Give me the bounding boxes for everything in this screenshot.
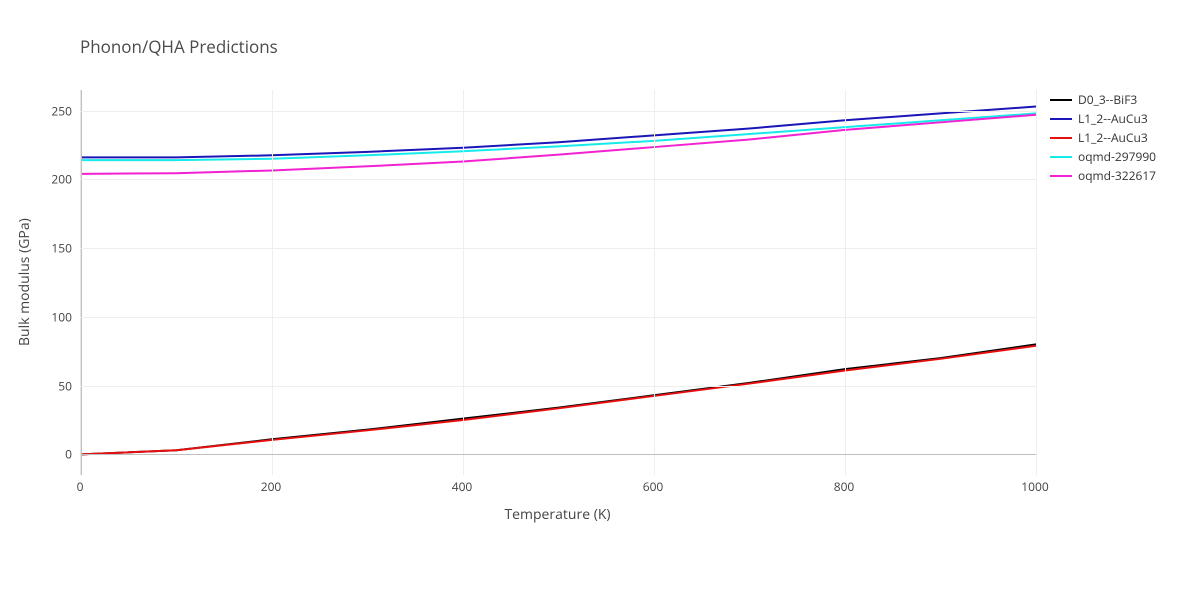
series-line[interactable] xyxy=(81,346,1036,455)
gridline-horizontal xyxy=(81,386,1036,387)
x-tick-label: 0 xyxy=(77,478,84,495)
legend-swatch xyxy=(1050,99,1072,101)
legend: D0_3--BiF3 L1_2--AuCu3 L1_2--AuCu3 oqmd-297… xyxy=(1050,90,1156,185)
gridline-horizontal xyxy=(81,454,1036,455)
gridline-vertical xyxy=(463,90,464,475)
x-tick-label: 400 xyxy=(452,478,473,495)
legend-swatch xyxy=(1050,156,1072,158)
legend-swatch xyxy=(1050,118,1072,120)
gridline-vertical xyxy=(81,90,82,475)
legend-item[interactable]: oqmd-322617 xyxy=(1050,166,1156,185)
gridline-horizontal xyxy=(81,111,1036,112)
gridline-horizontal xyxy=(81,248,1036,249)
line-series-layer xyxy=(81,90,1036,475)
gridline-vertical xyxy=(272,90,273,475)
y-tick-label: 200 xyxy=(22,171,72,188)
y-axis-title: Bulk modulus (GPa) xyxy=(15,90,34,475)
legend-swatch xyxy=(1050,137,1072,139)
y-tick-label: 50 xyxy=(22,377,72,394)
legend-label: oqmd-297990 xyxy=(1078,148,1156,165)
chart-title: Phonon/QHA Predictions xyxy=(80,35,278,58)
legend-item[interactable]: oqmd-297990 xyxy=(1050,147,1156,166)
y-tick-label: 0 xyxy=(22,446,72,463)
plot-area xyxy=(80,90,1036,475)
gridline-horizontal xyxy=(81,317,1036,318)
x-tick-label: 200 xyxy=(261,478,282,495)
x-tick-label: 600 xyxy=(643,478,664,495)
gridline-horizontal xyxy=(81,179,1036,180)
gridline-vertical xyxy=(845,90,846,475)
y-tick-label: 250 xyxy=(22,102,72,119)
x-tick-label: 800 xyxy=(834,478,855,495)
series-line[interactable] xyxy=(81,113,1036,160)
series-line[interactable] xyxy=(81,344,1036,454)
legend-item[interactable]: L1_2--AuCu3 xyxy=(1050,128,1156,147)
y-tick-label: 150 xyxy=(22,240,72,257)
y-tick-label: 100 xyxy=(22,308,72,325)
x-tick-label: 1000 xyxy=(1021,478,1048,495)
legend-label: oqmd-322617 xyxy=(1078,167,1156,184)
legend-swatch xyxy=(1050,175,1072,177)
legend-item[interactable]: D0_3--BiF3 xyxy=(1050,90,1156,109)
series-line[interactable] xyxy=(81,107,1036,158)
legend-label: D0_3--BiF3 xyxy=(1078,91,1137,108)
gridline-vertical xyxy=(1036,90,1037,475)
legend-label: L1_2--AuCu3 xyxy=(1078,129,1148,146)
legend-label: L1_2--AuCu3 xyxy=(1078,110,1148,127)
legend-item[interactable]: L1_2--AuCu3 xyxy=(1050,109,1156,128)
gridline-vertical xyxy=(654,90,655,475)
x-axis-title: Temperature (K) xyxy=(80,505,1035,524)
